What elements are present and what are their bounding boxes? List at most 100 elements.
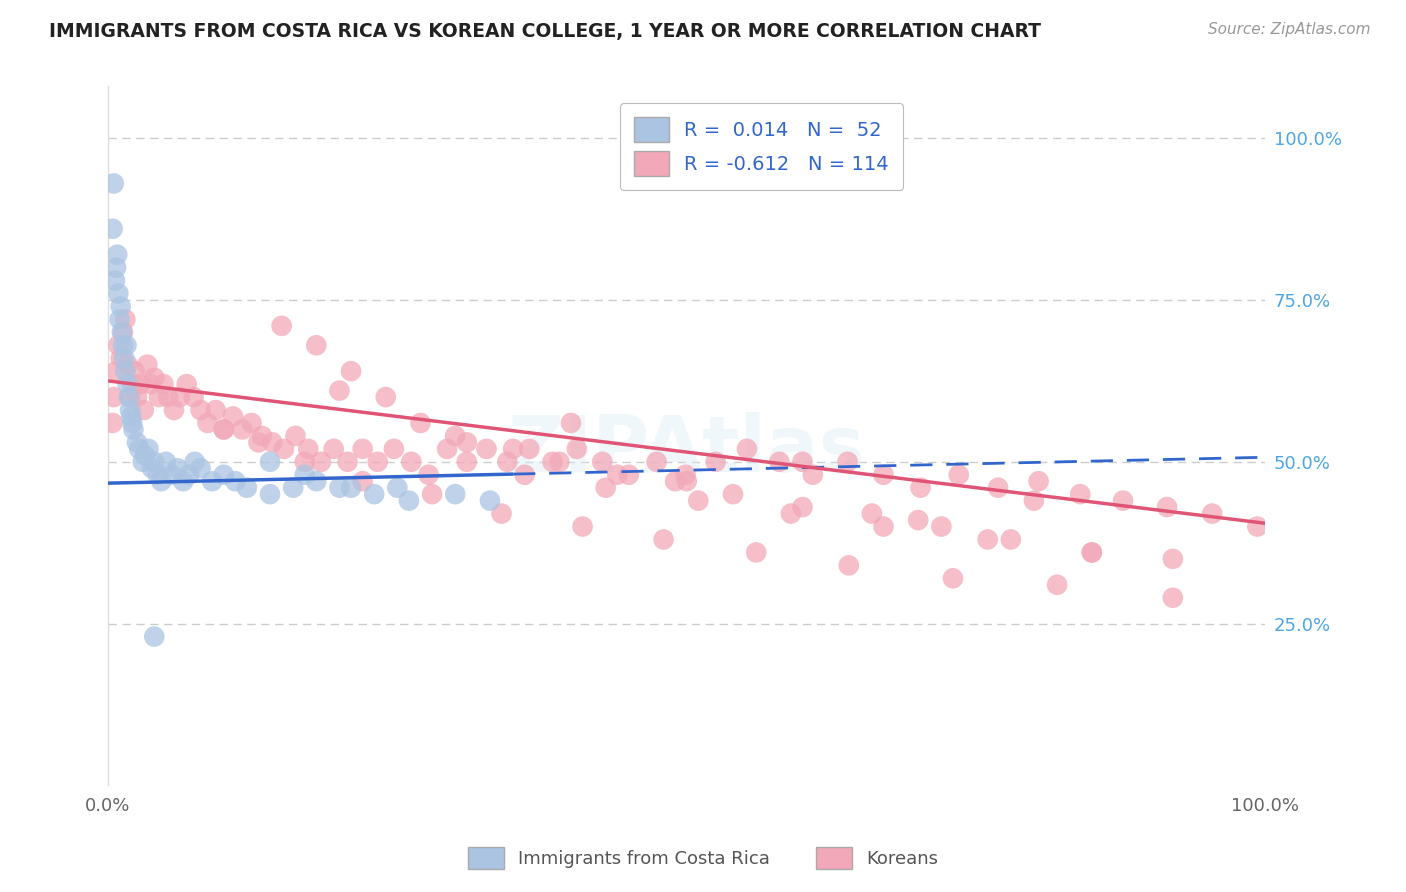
Point (141, 461, 163, 475)
Point (595, 481, 617, 495)
Point (107, 338, 129, 352)
Point (121, 416, 143, 430)
Point (606, 467, 628, 482)
Point (121, 377, 143, 392)
Point (456, 435, 478, 450)
Point (124, 364, 146, 378)
Text: Source: ZipAtlas.com: Source: ZipAtlas.com (1208, 22, 1371, 37)
Point (103, 390, 125, 404)
Point (120, 409, 142, 424)
Point (240, 416, 263, 430)
Point (157, 390, 180, 404)
Point (110, 351, 132, 366)
Point (134, 448, 156, 462)
Point (444, 487, 467, 501)
Point (872, 467, 894, 482)
Point (1246, 519, 1268, 533)
Point (139, 377, 162, 392)
Point (231, 422, 253, 436)
Point (688, 493, 710, 508)
Point (105, 364, 128, 378)
Point (491, 507, 513, 521)
Point (112, 338, 135, 352)
Point (942, 571, 965, 585)
Point (112, 326, 135, 340)
Point (1046, 578, 1069, 592)
Point (305, 338, 328, 352)
Point (418, 467, 440, 482)
Point (118, 390, 141, 404)
Point (284, 429, 307, 443)
Point (436, 442, 458, 456)
Point (1161, 552, 1184, 566)
Point (169, 390, 191, 404)
Point (591, 455, 613, 469)
Point (107, 286, 129, 301)
Point (517, 442, 540, 456)
Point (143, 370, 166, 384)
Point (367, 455, 389, 469)
Point (1022, 493, 1045, 508)
Point (645, 455, 668, 469)
Point (1069, 487, 1091, 501)
Point (987, 481, 1010, 495)
Point (138, 442, 160, 456)
Point (328, 481, 350, 495)
Point (110, 300, 132, 314)
Point (101, 416, 124, 430)
Point (475, 442, 498, 456)
Point (270, 318, 292, 333)
Point (146, 467, 169, 482)
Point (305, 474, 328, 488)
Point (1081, 545, 1104, 559)
Point (117, 377, 139, 392)
Point (860, 507, 883, 521)
Point (735, 442, 758, 456)
Point (236, 481, 259, 495)
Point (792, 500, 814, 515)
Point (176, 377, 198, 392)
Point (212, 422, 235, 436)
Point (212, 467, 235, 482)
Text: IMMIGRANTS FROM COSTA RICA VS KOREAN COLLEGE, 1 YEAR OR MORE CORRELATION CHART: IMMIGRANTS FROM COSTA RICA VS KOREAN COL… (49, 22, 1042, 41)
Point (420, 487, 443, 501)
Point (172, 474, 194, 488)
Point (163, 403, 186, 417)
Point (328, 384, 350, 398)
Point (1081, 545, 1104, 559)
Point (143, 630, 166, 644)
Point (184, 455, 207, 469)
Point (283, 481, 305, 495)
Point (262, 435, 284, 450)
Point (309, 455, 332, 469)
Point (976, 533, 998, 547)
Point (197, 416, 219, 430)
Point (444, 429, 467, 443)
Point (565, 442, 588, 456)
Point (190, 461, 212, 475)
Point (152, 377, 174, 392)
Point (502, 442, 524, 456)
Legend: R =  0.014   N =  52, R = -0.612   N = 114: R = 0.014 N = 52, R = -0.612 N = 114 (620, 103, 903, 190)
Point (212, 422, 235, 436)
Point (101, 221, 124, 235)
Point (148, 390, 170, 404)
Point (374, 390, 396, 404)
Point (931, 519, 953, 533)
Point (745, 545, 768, 559)
Point (294, 455, 316, 469)
Point (118, 390, 141, 404)
Point (166, 461, 188, 475)
Point (363, 487, 385, 501)
Point (571, 519, 593, 533)
Point (115, 338, 138, 352)
Point (1112, 493, 1135, 508)
Point (177, 467, 200, 482)
Point (548, 455, 571, 469)
Point (103, 177, 125, 191)
Point (111, 326, 134, 340)
Point (336, 455, 359, 469)
Point (222, 409, 245, 424)
Point (136, 358, 159, 372)
Point (114, 364, 136, 378)
